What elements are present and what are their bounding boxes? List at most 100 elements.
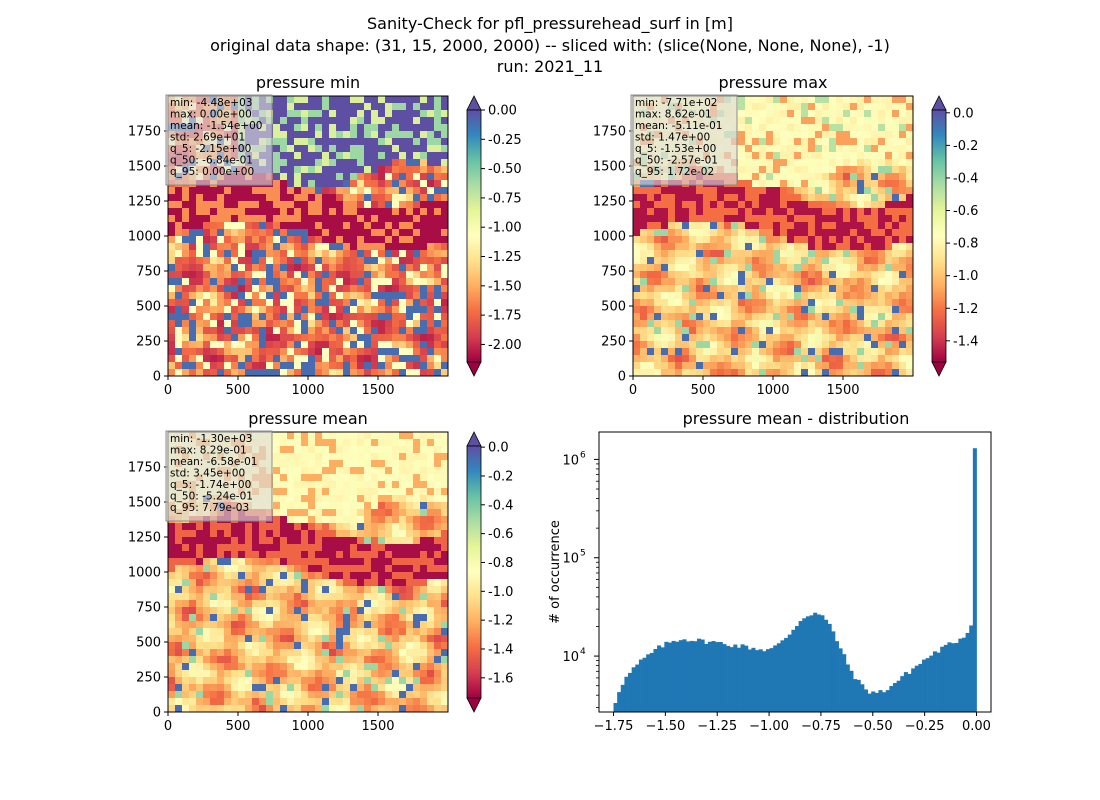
heatmap-cell: [287, 131, 295, 139]
heatmap-cell: [238, 530, 246, 538]
heatmap-cell: [189, 565, 197, 573]
heatmap-cell: [259, 369, 267, 377]
heatmap-cell: [210, 691, 218, 699]
heatmap-cell: [336, 453, 344, 461]
heatmap-cell: [343, 131, 351, 139]
heatmap-cell: [850, 243, 858, 251]
heatmap-cell: [280, 432, 288, 440]
heatmap-cell: [427, 131, 435, 139]
heatmap-cell: [406, 670, 414, 678]
heatmap-cell: [273, 551, 281, 559]
heatmap-cell: [378, 586, 386, 594]
heatmap-cell: [203, 544, 211, 552]
heatmap-cell: [175, 530, 183, 538]
heatmap-cell: [843, 355, 851, 363]
heatmap-cell: [224, 201, 232, 209]
heatmap-cell: [406, 530, 414, 538]
heatmap-cell: [668, 369, 676, 377]
heatmap-cell: [906, 348, 914, 356]
heatmap-cell: [441, 600, 449, 608]
heatmap-cell: [322, 488, 330, 496]
heatmap-cell: [850, 341, 858, 349]
heatmap-cell: [266, 586, 274, 594]
heatmap-cell: [308, 614, 316, 622]
x-tick-label: 0: [629, 383, 637, 398]
heatmap-cell: [640, 194, 648, 202]
stats-line: mean: -5.11e-01: [635, 120, 722, 132]
heatmap-cell: [336, 474, 344, 482]
heatmap-cell: [231, 621, 239, 629]
heatmap-cell: [357, 474, 365, 482]
heatmap-cell: [273, 264, 281, 272]
heatmap-cell: [434, 509, 442, 517]
heatmap-cell: [675, 264, 683, 272]
heatmap-cell: [829, 250, 837, 258]
heatmap-cell: [780, 306, 788, 314]
heatmap-cell: [675, 362, 683, 370]
heatmap-cell: [434, 453, 442, 461]
heatmap-cell: [794, 201, 802, 209]
heatmap-cell: [780, 250, 788, 258]
heatmap-cell: [343, 152, 351, 160]
heatmap-cell: [189, 593, 197, 601]
heatmap-cell: [294, 509, 302, 517]
heatmap-cell: [864, 110, 872, 118]
heatmap-cell: [406, 691, 414, 699]
heatmap-cell: [308, 495, 316, 503]
heatmap-cell: [399, 166, 407, 174]
heatmap-cell: [829, 229, 837, 237]
heatmap-cell: [378, 439, 386, 447]
y-tick-label: 1000: [128, 566, 161, 581]
heatmap-cell: [231, 299, 239, 307]
heatmap-cell: [441, 194, 449, 202]
heatmap-cell: [287, 362, 295, 370]
heatmap-cell: [350, 299, 358, 307]
heatmap-cell: [238, 187, 246, 195]
heatmap-cell: [710, 201, 718, 209]
heatmap-cell: [364, 705, 372, 713]
heatmap-cell: [399, 488, 407, 496]
heatmap-cell: [168, 635, 176, 643]
heatmap-cell: [336, 656, 344, 664]
heatmap-cell: [336, 698, 344, 706]
heatmap-cell: [441, 313, 449, 321]
heatmap-cell: [399, 453, 407, 461]
heatmap-cell: [406, 495, 414, 503]
heatmap-cell: [315, 208, 323, 216]
heatmap-cell: [675, 341, 683, 349]
heatmap-cell: [203, 194, 211, 202]
heatmap-cell: [406, 145, 414, 153]
heatmap-cell: [350, 698, 358, 706]
heatmap-cell: [203, 558, 211, 566]
heatmap-cell: [245, 355, 253, 363]
heatmap-cell: [434, 194, 442, 202]
heatmap-cell: [864, 299, 872, 307]
heatmap-cell: [266, 334, 274, 342]
heatmap-cell: [780, 229, 788, 237]
heatmap-cell: [322, 194, 330, 202]
heatmap-cell: [336, 166, 344, 174]
heatmap-cell: [878, 124, 886, 132]
heatmap-cell: [857, 320, 865, 328]
heatmap-cell: [217, 677, 225, 685]
heatmap-cell: [836, 117, 844, 125]
heatmap-cell: [189, 635, 197, 643]
heatmap-cell: [413, 698, 421, 706]
heatmap-cell: [329, 474, 337, 482]
heatmap-cell: [224, 222, 232, 230]
heatmap-cell: [217, 607, 225, 615]
heatmap-cell: [203, 215, 211, 223]
heatmap-cell: [357, 460, 365, 468]
heatmap-cell: [745, 334, 753, 342]
heatmap-cell: [413, 222, 421, 230]
heatmap-cell: [710, 334, 718, 342]
heatmap-cell: [259, 551, 267, 559]
heatmap-cell: [906, 285, 914, 293]
heatmap-cell: [238, 656, 246, 664]
heatmap-cell: [217, 278, 225, 286]
heatmap-cell: [843, 131, 851, 139]
heatmap-cell: [794, 257, 802, 265]
heatmap-cell: [752, 243, 760, 251]
heatmap-cell: [633, 250, 641, 258]
heatmap-cell: [385, 313, 393, 321]
